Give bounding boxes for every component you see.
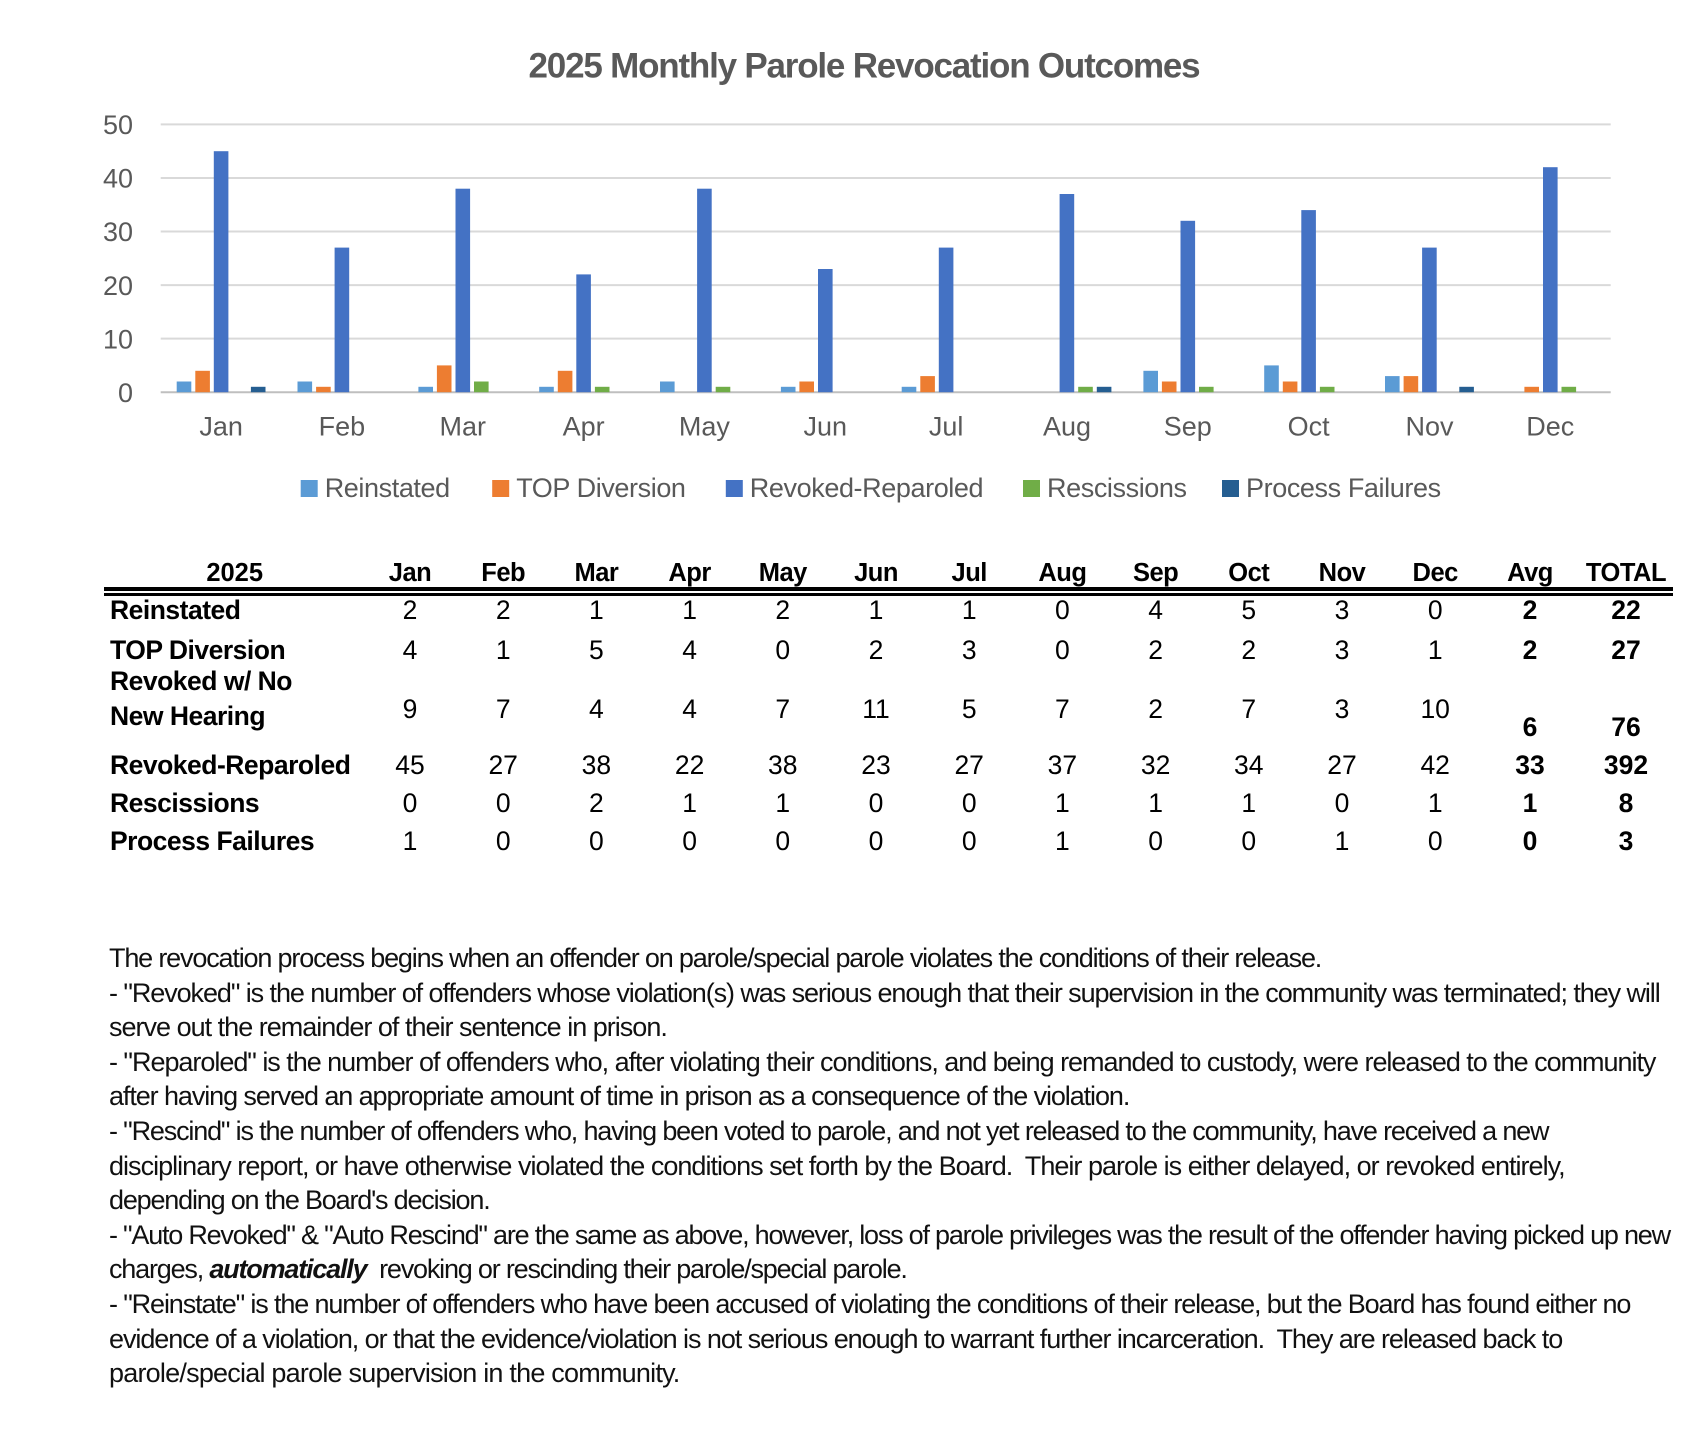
svg-text:Feb: Feb	[319, 412, 366, 442]
svg-text:Mar: Mar	[440, 412, 487, 442]
svg-text:Jun: Jun	[804, 412, 848, 442]
svg-text:Aug: Aug	[1043, 412, 1091, 442]
svg-text:Nov: Nov	[1405, 412, 1454, 442]
svg-text:50: 50	[103, 110, 133, 140]
svg-text:20: 20	[103, 271, 133, 301]
svg-text:Rescissions: Rescissions	[1047, 473, 1187, 503]
svg-text:TOP Diversion: TOP Diversion	[516, 473, 685, 503]
svg-text:Dec: Dec	[1526, 412, 1574, 442]
svg-text:Sep: Sep	[1164, 412, 1212, 442]
svg-text:30: 30	[103, 217, 133, 247]
svg-text:2025 Monthly Parole Revocation: 2025 Monthly Parole Revocation Outcomes	[529, 47, 1201, 86]
svg-text:Oct: Oct	[1288, 412, 1331, 442]
svg-text:10: 10	[103, 324, 133, 354]
svg-text:Jul: Jul	[929, 412, 964, 442]
svg-text:Revoked-Reparoled: Revoked-Reparoled	[750, 473, 983, 503]
svg-text:Reinstated: Reinstated	[325, 473, 450, 503]
svg-text:Process Failures: Process Failures	[1246, 473, 1441, 503]
svg-text:May: May	[679, 412, 731, 442]
svg-text:Apr: Apr	[563, 412, 605, 442]
svg-text:40: 40	[103, 164, 133, 194]
svg-text:0: 0	[118, 378, 133, 408]
svg-text:Jan: Jan	[199, 412, 243, 442]
